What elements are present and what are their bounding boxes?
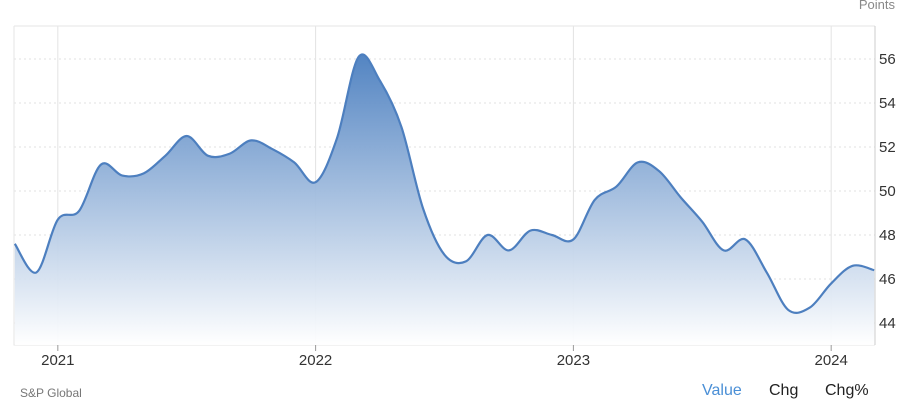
x-axis: 2021 2022 2023 2024	[41, 345, 848, 369]
x-tick-label: 2022	[299, 352, 332, 369]
x-tick-label: 2024	[814, 352, 847, 369]
tab-chg-percent[interactable]: Chg%	[825, 382, 869, 399]
y-tick-label: 48	[879, 227, 896, 244]
x-tick-label: 2021	[41, 352, 74, 369]
series-area	[14, 54, 875, 346]
y-tick-label: 54	[879, 95, 896, 112]
series-line	[13, 53, 875, 314]
view-tabs: Value Chg Chg%	[0, 382, 900, 402]
y-axis: 44 46 48 50 52 54 56	[874, 26, 896, 345]
tab-value[interactable]: Value	[702, 382, 742, 399]
area-chart: 44 46 48 50 52 54 56 2021 2022 2023 2024 Points	[13, 0, 896, 369]
y-tick-label: 46	[879, 271, 896, 288]
y-tick-label: 44	[879, 315, 896, 332]
tab-chg[interactable]: Chg	[769, 382, 799, 399]
y-tick-label: 56	[879, 51, 896, 68]
source-label: S&P Global	[20, 386, 82, 400]
x-tick-label: 2023	[557, 352, 590, 369]
y-axis-unit-label: Points	[859, 0, 896, 12]
y-tick-label: 50	[879, 183, 896, 200]
y-tick-label: 52	[879, 139, 896, 156]
